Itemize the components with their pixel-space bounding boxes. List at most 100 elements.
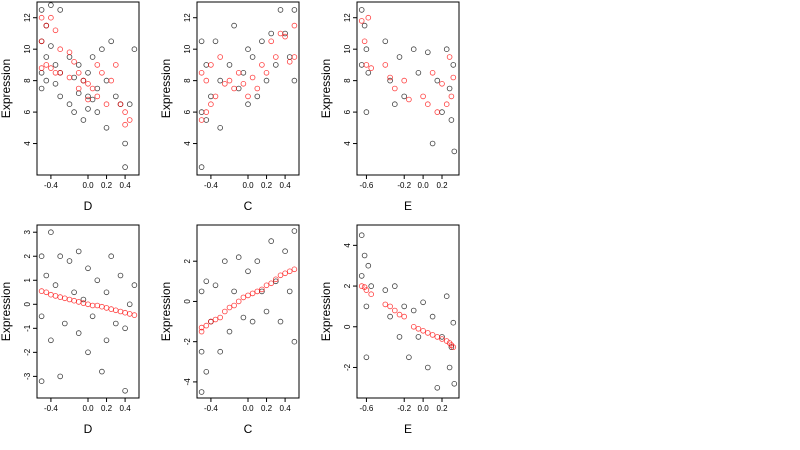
data-point [80, 300, 87, 306]
data-point [365, 70, 372, 76]
data-point [75, 90, 82, 96]
data-point [396, 334, 403, 340]
data-point [198, 348, 205, 355]
data-point [57, 46, 63, 52]
data-point [235, 85, 242, 92]
data-point [52, 70, 59, 76]
data-point [38, 14, 45, 21]
data-point [85, 349, 91, 356]
data-point [203, 117, 210, 123]
x-tick-label: 0.0 [418, 404, 430, 413]
y-tick-label: 4 [183, 141, 192, 146]
data-point [126, 101, 133, 107]
data-point [198, 117, 205, 123]
data-point [235, 254, 242, 261]
y-tick-label: 10 [343, 44, 352, 53]
data-point [291, 228, 298, 234]
data-point [57, 93, 63, 100]
data-point [282, 248, 288, 255]
data-point [103, 101, 110, 107]
data-point [62, 295, 68, 302]
data-point [365, 262, 372, 269]
data-point [263, 77, 270, 84]
data-point [126, 301, 133, 308]
y-tick-label: -2 [343, 363, 352, 371]
data-point [212, 282, 219, 289]
x-tick-label: -0.4 [44, 181, 58, 190]
data-point [203, 62, 210, 68]
data-point [291, 77, 298, 84]
data-point [108, 77, 114, 84]
scatter-panel-1: -0.4 0.0 0.2 0.4 4 6 8 10 12 D Expression [0, 1, 140, 213]
data-point [415, 334, 422, 340]
data-point [43, 272, 50, 279]
black-point-series [198, 228, 298, 395]
x-tick-label: 0.4 [120, 404, 132, 413]
data-point [387, 77, 393, 84]
x-axis-title: D [84, 199, 93, 213]
data-point [208, 101, 214, 107]
red-point-series [358, 283, 457, 350]
y-tick-label: 2 [183, 258, 192, 263]
data-point [122, 121, 128, 128]
data-point [75, 299, 82, 305]
data-point [94, 85, 101, 92]
data-point [450, 74, 457, 81]
x-tick-label: -0.2 [397, 181, 411, 190]
y-tick-label: 0 [343, 324, 352, 329]
data-point [122, 164, 128, 170]
y-axis-title: Expression [319, 59, 333, 118]
x-tick-label: 0.4 [280, 181, 292, 190]
data-point [429, 313, 436, 320]
data-point [446, 54, 453, 60]
data-point [75, 62, 82, 68]
data-point [122, 325, 128, 332]
data-point [48, 291, 54, 298]
data-point [117, 101, 124, 107]
y-tick-label: 8 [343, 78, 352, 83]
data-point [391, 307, 398, 314]
data-point [99, 46, 105, 52]
data-point [108, 306, 114, 312]
data-point [272, 54, 279, 60]
data-point [43, 22, 50, 29]
data-point [208, 318, 214, 325]
data-point [268, 280, 275, 287]
x-axis-title: D [84, 422, 93, 436]
black-point-series [198, 7, 298, 170]
y-tick-label: -1 [23, 324, 32, 332]
y-tick-label: 10 [183, 44, 192, 53]
y-tick-label: 4 [343, 141, 352, 146]
data-point [401, 93, 408, 100]
data-point [198, 38, 205, 45]
data-point [368, 283, 375, 289]
data-point [52, 293, 59, 299]
data-point [286, 288, 293, 295]
data-point [113, 62, 119, 68]
x-axis-title: C [244, 199, 253, 213]
data-point [48, 43, 54, 49]
x-axis-title: E [404, 422, 412, 436]
data-point [254, 258, 261, 265]
y-tick-label: 6 [343, 109, 352, 114]
data-point [66, 49, 73, 56]
data-point [443, 46, 450, 52]
x-tick-label: -0.4 [204, 181, 218, 190]
data-point [212, 38, 219, 45]
data-point [272, 278, 279, 285]
data-point [52, 282, 59, 288]
data-point [80, 77, 87, 84]
x-tick-label: 0.2 [261, 404, 273, 413]
data-point [363, 109, 370, 115]
y-tick-label: 10 [23, 44, 32, 53]
data-point [259, 38, 265, 45]
data-point [277, 7, 284, 13]
data-point [429, 70, 436, 76]
data-point [259, 62, 265, 68]
data-point [387, 303, 393, 310]
data-point [424, 101, 431, 107]
x-tick-label: 0.2 [101, 181, 113, 190]
data-point [208, 93, 214, 100]
data-point [75, 70, 82, 76]
data-point [85, 106, 91, 112]
